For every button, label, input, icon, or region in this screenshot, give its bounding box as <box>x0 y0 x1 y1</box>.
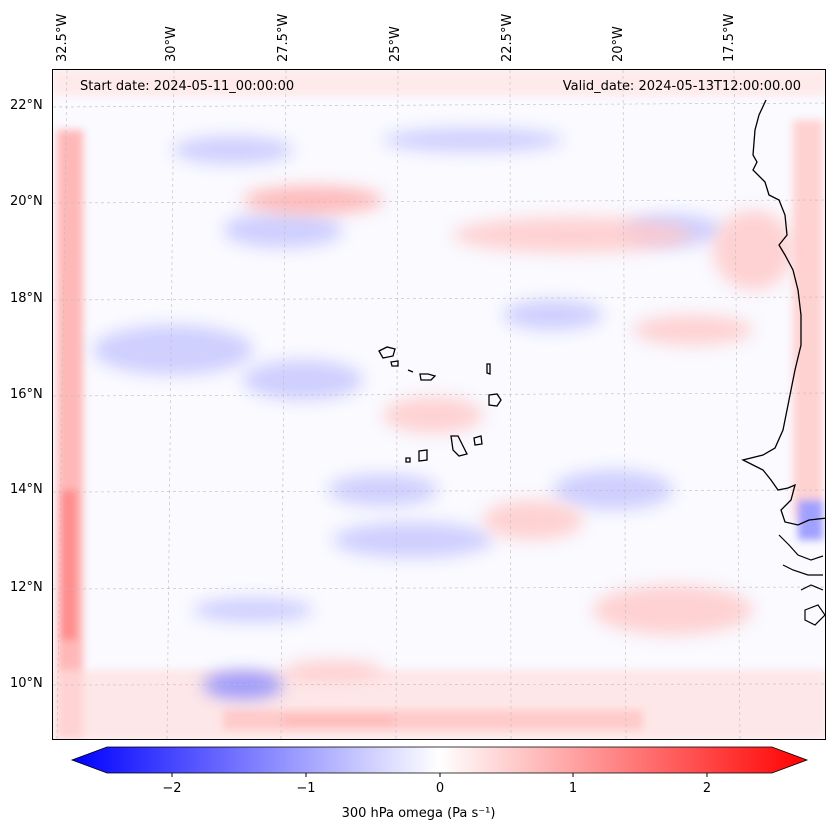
cape-verde-islands <box>378 346 502 463</box>
colorbar-tick-label: −1 <box>296 781 316 796</box>
positive-omega-patches <box>243 186 793 680</box>
boundary-red-band <box>53 70 825 739</box>
lon-label-30w: 30°W <box>164 26 179 62</box>
lon-label-17-5w: 17.5°W <box>722 13 737 62</box>
colorbar-tick-label: 0 <box>435 781 445 796</box>
start-date-text: Start date: 2024-05-11_00:00:00 <box>80 79 295 94</box>
lat-label-12n: 12°N <box>10 580 43 595</box>
negative-omega-patches <box>93 128 723 699</box>
graticule <box>53 70 825 739</box>
lat-label-20n: 20°N <box>10 194 43 209</box>
omega-field <box>53 70 825 739</box>
colorbar <box>70 746 809 777</box>
lon-label-22-5w: 22.5°W <box>500 13 515 62</box>
colorbar-bar <box>70 746 809 774</box>
lon-label-20w: 20°W <box>611 26 626 62</box>
lat-label-16n: 16°N <box>10 387 43 402</box>
lon-label-25w: 25°W <box>388 26 403 62</box>
valid-date-text: Valid_date: 2024-05-13T12:00:00.00 <box>562 79 801 94</box>
colorbar-tick-label: −2 <box>162 781 182 796</box>
map-panel: Start date: 2024-05-11_00:00:00 Valid_da… <box>52 69 826 740</box>
coastline-africa <box>741 99 825 526</box>
lon-label-32-5w: 32.5°W <box>55 13 70 62</box>
coastline-africa-south <box>778 534 825 626</box>
lat-label-14n: 14°N <box>10 482 43 497</box>
lat-label-22n: 22°N <box>10 98 43 113</box>
colorbar-label: 300 hPa omega (Pa s⁻¹) <box>341 806 496 821</box>
lon-label-27-5w: 27.5°W <box>276 13 291 62</box>
lat-label-18n: 18°N <box>10 291 43 306</box>
colorbar-tick-label: 1 <box>568 781 578 796</box>
lat-label-10n: 10°N <box>10 676 43 691</box>
colorbar-tick-label: 2 <box>702 781 712 796</box>
colorbar-ticks <box>171 773 708 777</box>
